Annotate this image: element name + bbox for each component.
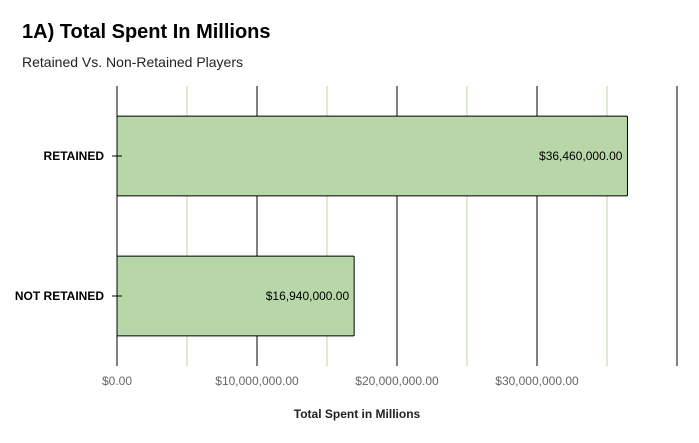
y-category-label: RETAINED (44, 149, 105, 163)
x-tick-label: $20,000,000.00 (355, 374, 439, 388)
chart-title: 1A) Total Spent In Millions (22, 21, 271, 43)
x-tick-label: $0.00 (102, 374, 132, 388)
bar-data-label: $16,940,000.00 (266, 289, 350, 303)
bar-data-label: $36,460,000.00 (539, 149, 623, 163)
x-axis-title: Total Spent in Millions (294, 407, 421, 421)
x-tick-label: $10,000,000.00 (215, 374, 299, 388)
chart-subtitle: Retained Vs. Non-Retained Players (22, 54, 244, 70)
x-tick-label: $30,000,000.00 (495, 374, 579, 388)
y-category-label: NOT RETAINED (15, 289, 104, 303)
